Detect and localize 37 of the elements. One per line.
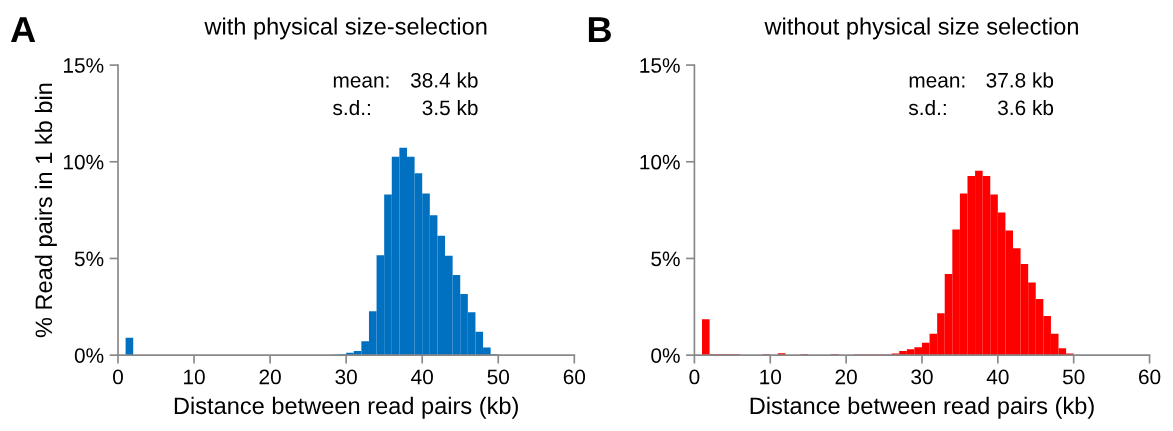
chart-title: without physical size selection	[764, 17, 1078, 40]
x-tick-label: 30	[335, 369, 357, 385]
chart-title: with physical size-selection	[204, 17, 487, 40]
annotation: s.d.:	[333, 99, 370, 116]
y-axis-title: % Read pairs in 1 kb bin	[34, 83, 57, 338]
annotation: mean:	[909, 76, 965, 88]
y-tick-label: 10%	[640, 154, 680, 170]
y-tick-label: 0%	[74, 348, 104, 363]
annotation: 3.5 kb	[422, 99, 478, 116]
x-tick-label: 30	[911, 369, 933, 385]
x-tick-label: 10	[184, 369, 205, 385]
text: A	[10, 17, 36, 43]
y-tick-label: 5%	[651, 251, 680, 267]
x-tick-label: 0	[689, 369, 700, 385]
x-tick-label: 10	[760, 369, 782, 385]
x-tick-label: 20	[259, 369, 281, 385]
x-tick-label: 40	[411, 369, 433, 385]
x-tick-label: 50	[1062, 369, 1085, 385]
annotation: 37.8 kb	[986, 72, 1054, 88]
y-tick-label: 5%	[74, 251, 104, 267]
y-tick-label: 0%	[651, 348, 680, 363]
x-tick-label: 60	[1139, 369, 1161, 385]
x-tick-label: 60	[563, 369, 586, 385]
annotation: s.d.:	[908, 99, 946, 116]
y-tick-label: 15%	[64, 58, 104, 73]
x-axis-title: Distance between read pairs (kb)	[174, 396, 518, 419]
annotation: 38.4 kb	[410, 72, 478, 88]
x-tick-label: 50	[487, 369, 510, 385]
x-tick-label: 20	[835, 369, 857, 385]
y-tick-label: 10%	[64, 154, 104, 170]
y-tick-label: 15%	[640, 58, 680, 73]
text: B	[588, 17, 611, 43]
annotation: mean:	[333, 76, 389, 88]
annotation: 3.6 kb	[998, 99, 1054, 116]
x-axis-title: Distance between read pairs (kb)	[750, 396, 1094, 419]
x-tick-label: 0	[113, 369, 123, 385]
x-tick-label: 40	[986, 369, 1009, 385]
